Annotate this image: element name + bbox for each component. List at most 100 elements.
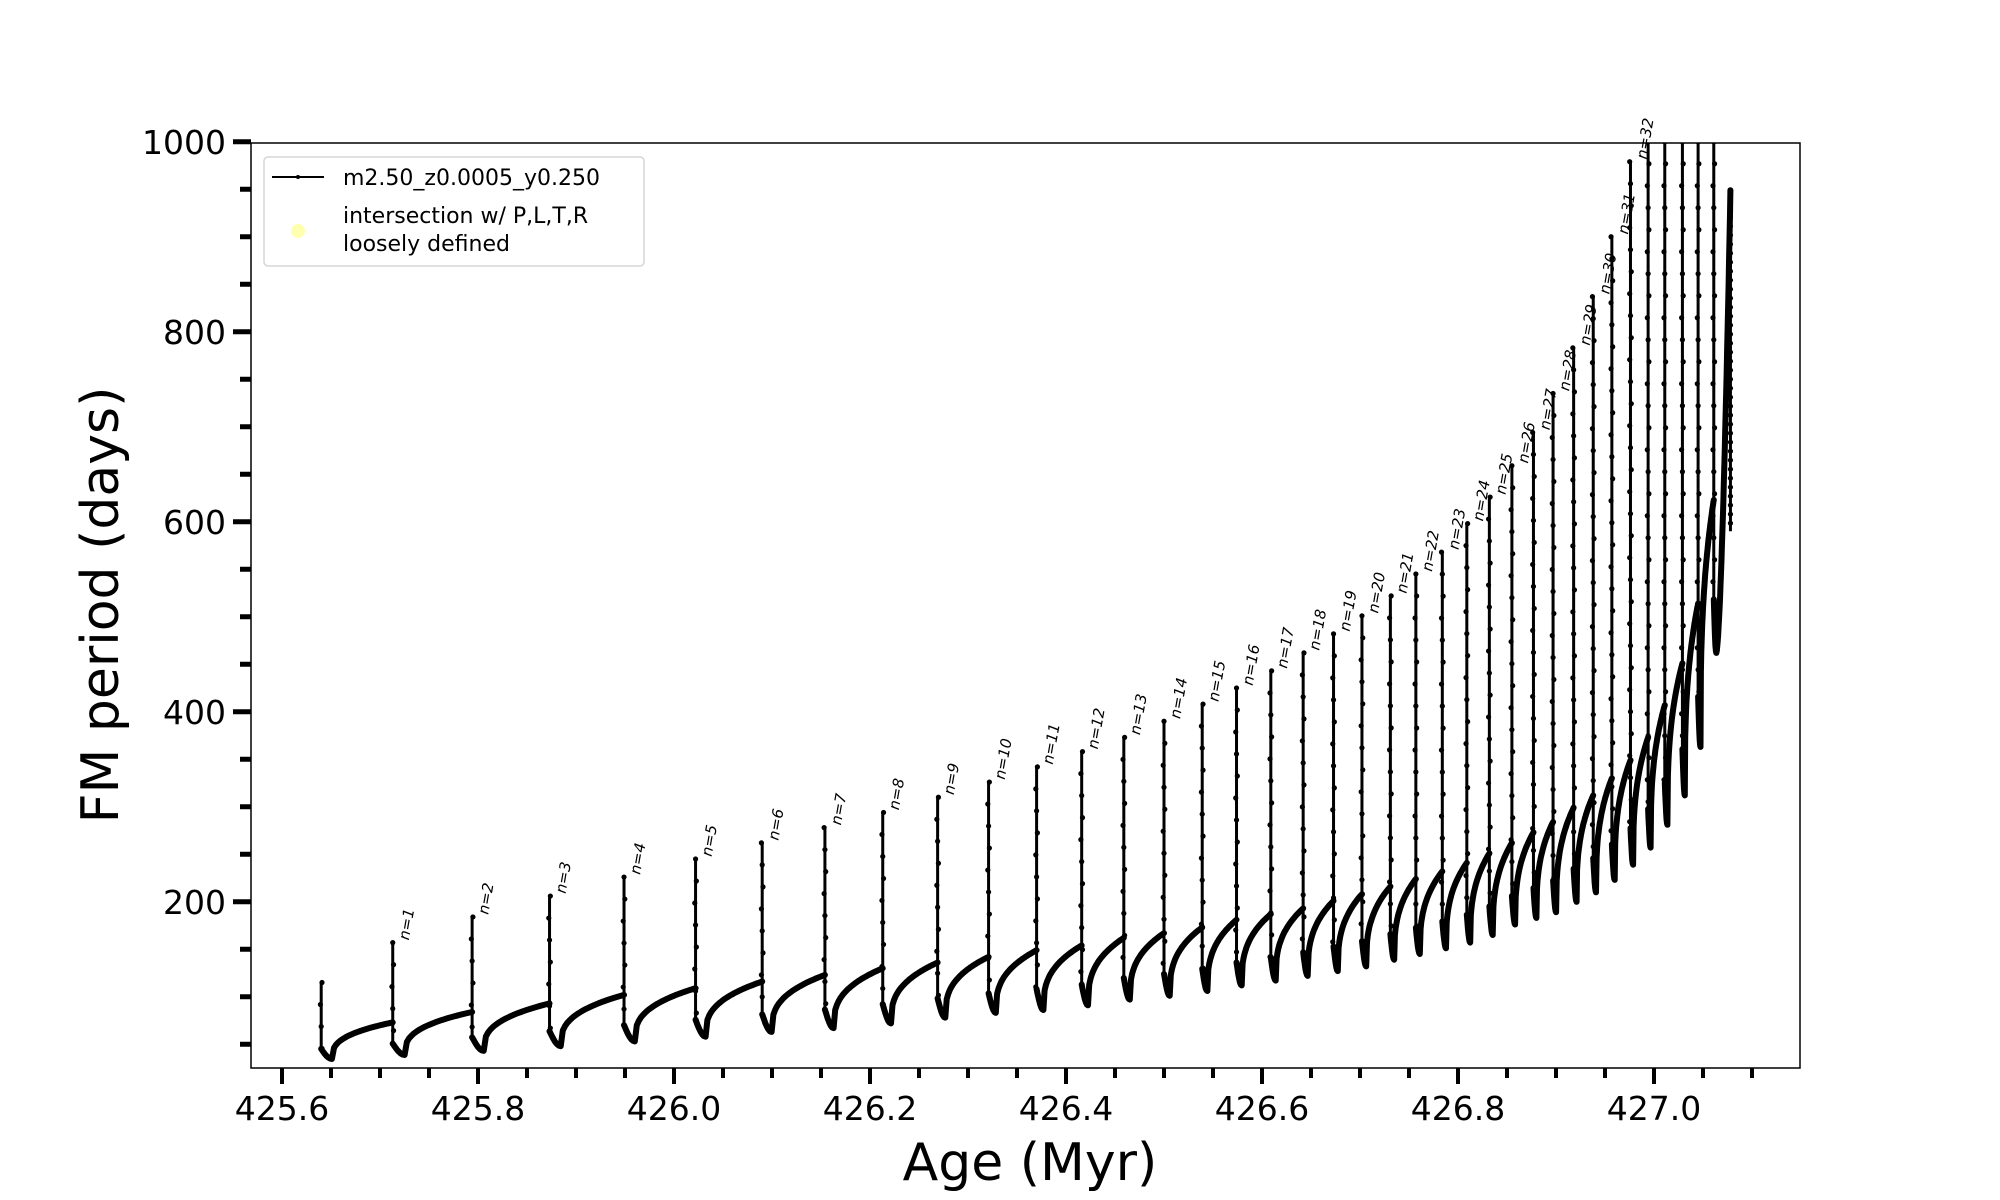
legend-label-intersection-line2: loosely defined (343, 232, 510, 257)
spike-marker (880, 919, 886, 926)
spike-marker (1414, 593, 1420, 599)
spike-marker (1486, 538, 1492, 544)
spike-marker (1413, 835, 1419, 841)
spike-marker (1591, 734, 1597, 740)
spike-marker (934, 948, 940, 954)
spike-marker (1680, 491, 1686, 497)
y-tick-label: 1000 (142, 123, 226, 162)
series-segment (1267, 905, 1307, 984)
spike-marker (1661, 513, 1667, 519)
cycle-label: n=15 (1204, 659, 1229, 703)
series-segment (1661, 660, 1686, 828)
series-segment (1359, 883, 1394, 970)
spike-marker (1679, 513, 1685, 519)
spike-marker (1608, 498, 1614, 504)
spike-marker (1510, 551, 1516, 557)
spike-marker (1662, 535, 1668, 541)
spike-marker (1485, 780, 1492, 786)
spike-marker (1627, 379, 1634, 385)
spike-marker (1487, 824, 1493, 830)
spike-marker (390, 940, 396, 946)
spike-marker (986, 911, 992, 917)
spike-marker (693, 944, 699, 950)
series-segment (1078, 934, 1127, 1009)
spike-marker (1414, 725, 1420, 731)
spike-marker (1199, 943, 1205, 949)
spike-marker (1627, 357, 1633, 363)
spike-marker (821, 957, 827, 963)
spike-marker (1198, 789, 1205, 795)
spike-marker (1330, 807, 1336, 813)
spike-marker (1645, 601, 1651, 607)
spike-marker (1628, 731, 1634, 737)
spike-marker (1727, 385, 1734, 391)
spike-marker (1610, 674, 1616, 680)
spike-marker (1233, 729, 1239, 735)
spike-marker (1571, 719, 1578, 725)
spike-marker (620, 984, 626, 990)
spike-marker (1644, 315, 1650, 321)
spike-marker (1531, 539, 1537, 546)
spike-marker (1358, 855, 1364, 861)
spike-marker (1696, 491, 1702, 497)
spike-marker (1549, 500, 1555, 507)
spike-marker (1438, 615, 1445, 621)
spike-marker (1267, 888, 1273, 894)
spike-marker (1727, 286, 1734, 292)
spike-marker (1464, 763, 1470, 769)
spike-marker (1267, 690, 1273, 696)
spike-marker (1727, 322, 1734, 328)
cycle-label: n=31 (1614, 192, 1639, 236)
spike-marker (1440, 725, 1446, 731)
spike-marker (1727, 214, 1734, 220)
y-axis: 200 400 600 800 1000 (142, 123, 251, 1047)
spike-marker (1413, 901, 1419, 907)
spike-marker (1680, 623, 1686, 629)
spike-marker (1330, 631, 1337, 637)
spike-marker (1121, 910, 1127, 917)
spike-marker (1662, 689, 1669, 695)
cycle-label: n=7 (827, 792, 850, 827)
spike-marker (1679, 579, 1685, 585)
spike-marker (1590, 712, 1596, 718)
spike-marker (1696, 293, 1702, 299)
spike-marker (1034, 962, 1040, 968)
spike-marker (1609, 454, 1615, 460)
spike-marker (1509, 727, 1515, 733)
spike-marker (935, 970, 941, 976)
spike-marker (1508, 573, 1514, 579)
spike-marker (1679, 601, 1686, 607)
cycle-label: n=30 (1595, 252, 1620, 296)
x-tick-label: 427.0 (1607, 1089, 1701, 1128)
spike-marker (879, 963, 885, 970)
y-axis-label: FM period (days) (71, 387, 131, 824)
series-segment (879, 959, 941, 1027)
spike-marker (1610, 476, 1616, 482)
legend-intersection-marker (291, 224, 305, 238)
spike-marker (1531, 671, 1537, 678)
spike-marker (1608, 564, 1614, 570)
spike-marker (1628, 599, 1634, 605)
spike-marker (1591, 470, 1597, 476)
spike-marker (1680, 359, 1686, 365)
spike-marker (1710, 447, 1716, 453)
spike-marker (1440, 593, 1446, 599)
spike-marker (1414, 659, 1420, 665)
spike-marker (1078, 771, 1084, 777)
spike-marker (985, 955, 992, 961)
spike-marker (879, 831, 885, 838)
spike-marker (1695, 403, 1701, 409)
spike-marker (1608, 300, 1614, 306)
spike-marker (1530, 627, 1536, 634)
spike-marker (1590, 778, 1596, 784)
spike-marker (1550, 588, 1556, 595)
spike-marker (1300, 694, 1306, 700)
spike-marker (1589, 756, 1596, 762)
spike-marker (1438, 681, 1445, 687)
spike-marker (1727, 394, 1734, 400)
spike-marker (1644, 447, 1650, 453)
spike-marker (1571, 499, 1577, 505)
spike-marker (1590, 514, 1596, 520)
spike-marker (389, 984, 395, 990)
spike-marker (1299, 738, 1305, 744)
